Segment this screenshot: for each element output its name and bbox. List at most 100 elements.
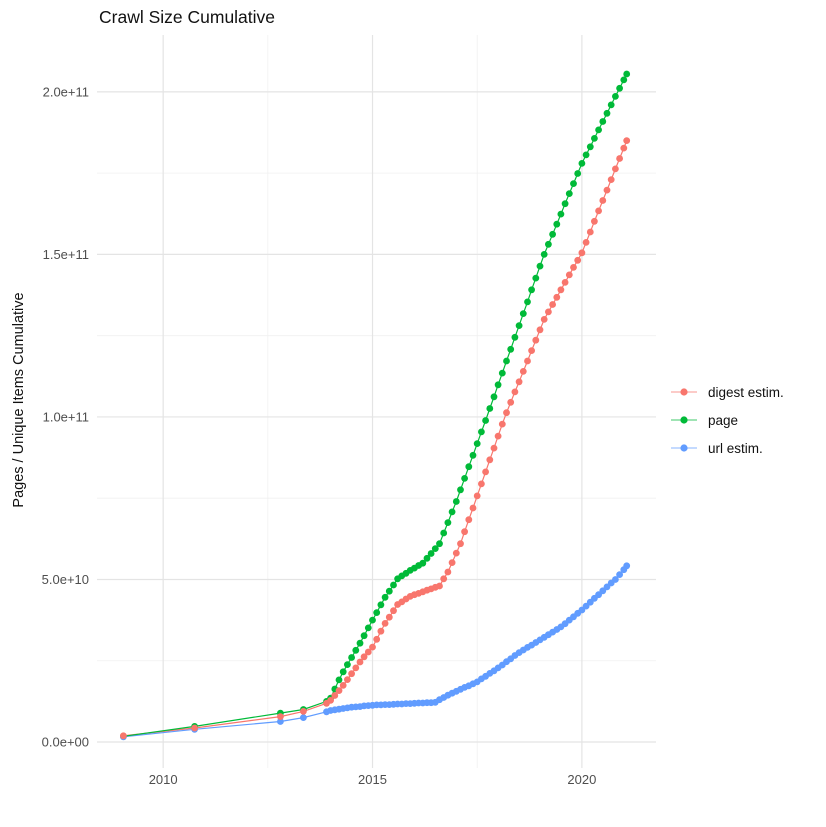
legend-label: page: [708, 412, 739, 428]
data-point-digest-estim-: [339, 682, 347, 689]
data-point-digest-estim-: [620, 144, 628, 152]
data-point-digest-estim-: [612, 165, 619, 173]
data-point-page: [373, 609, 381, 616]
data-point-digest-estim-: [327, 697, 334, 704]
data-point-digest-estim-: [369, 643, 376, 651]
data-point-digest-estim-: [436, 582, 443, 590]
data-point-page: [515, 322, 523, 329]
data-point-page: [574, 170, 582, 177]
data-point-page: [620, 76, 628, 84]
data-point-page: [519, 310, 527, 317]
data-point-digest-estim-: [335, 687, 343, 694]
data-point-page: [419, 559, 427, 567]
legend-key-icon: [671, 416, 697, 424]
y-axis-title: Pages / Unique Items Cumulative: [11, 292, 27, 508]
data-point-page: [335, 676, 343, 684]
legend-key-icon: [671, 444, 697, 452]
data-point-digest-estim-: [603, 186, 611, 194]
data-point-digest-estim-: [570, 264, 577, 271]
x-tick-label: 2015: [358, 772, 387, 787]
data-point-digest-estim-: [469, 504, 477, 512]
data-point-page: [578, 160, 586, 167]
data-point-digest-estim-: [352, 664, 360, 672]
legend-item-url-estim-: url estim.: [669, 440, 784, 456]
data-point-page: [436, 540, 443, 548]
data-point-page: [561, 200, 569, 208]
data-point-digest-estim-: [586, 228, 594, 236]
data-point-digest-estim-: [532, 336, 540, 344]
data-point-digest-estim-: [524, 357, 531, 365]
data-point-digest-estim-: [444, 568, 452, 576]
data-point-digest-estim-: [482, 468, 489, 476]
data-point-page: [486, 405, 494, 412]
data-point-digest-estim-: [457, 540, 464, 548]
data-point-page: [557, 210, 565, 218]
data-point-digest-estim-: [465, 516, 473, 524]
data-point-digest-estim-: [528, 347, 535, 354]
data-point-page: [369, 616, 376, 624]
data-point-digest-estim-: [120, 732, 127, 740]
data-point-page: [348, 654, 355, 661]
data-point-digest-estim-: [599, 197, 607, 204]
data-point-page: [356, 639, 364, 647]
data-point-page: [494, 381, 502, 389]
data-point-digest-estim-: [381, 620, 389, 627]
data-point-page: [448, 508, 456, 516]
data-point-page: [465, 463, 473, 471]
data-point-page: [381, 593, 389, 601]
data-point-page: [390, 581, 397, 589]
data-point-url-estim-: [300, 714, 307, 721]
data-point-digest-estim-: [191, 724, 199, 732]
data-point-page: [482, 417, 489, 424]
data-point-digest-estim-: [448, 559, 456, 566]
legend-label: digest estim.: [708, 384, 784, 400]
data-point-page: [385, 587, 393, 595]
data-point-digest-estim-: [390, 607, 397, 615]
data-point-digest-estim-: [511, 388, 519, 396]
data-point-digest-estim-: [331, 692, 339, 699]
data-point-url-estim-: [616, 571, 623, 578]
data-point-page: [595, 126, 602, 134]
data-point-digest-estim-: [360, 653, 368, 661]
data-point-page: [360, 632, 368, 640]
data-point-digest-estim-: [440, 575, 448, 583]
data-point-page: [377, 601, 385, 609]
data-point-page: [440, 529, 448, 537]
data-point-digest-estim-: [494, 432, 502, 440]
data-point-digest-estim-: [385, 613, 393, 621]
data-point-page: [565, 190, 573, 198]
data-point-page: [582, 151, 590, 159]
data-point-page: [545, 240, 552, 248]
data-point-page: [553, 220, 561, 228]
legend-label: url estim.: [708, 440, 763, 456]
data-point-page: [528, 286, 535, 294]
data-point-digest-estim-: [553, 293, 561, 301]
y-tick-label: 1.5e+11: [43, 247, 89, 262]
data-point-digest-estim-: [519, 368, 527, 375]
data-point-digest-estim-: [356, 658, 364, 666]
data-point-page: [473, 440, 481, 447]
y-tick-label: 1.0e+11: [43, 409, 89, 424]
data-point-digest-estim-: [373, 635, 381, 643]
data-point-page: [490, 393, 498, 401]
data-point-digest-estim-: [486, 456, 494, 464]
data-point-page: [536, 262, 544, 270]
data-point-page: [364, 624, 372, 632]
data-point-digest-estim-: [565, 271, 573, 279]
data-point-page: [623, 70, 631, 78]
legend: digest estim. page url estim.: [669, 384, 784, 456]
data-point-digest-estim-: [498, 420, 506, 428]
data-point-page: [540, 251, 548, 258]
x-tick-label: 2010: [149, 772, 178, 787]
data-point-page: [427, 550, 435, 557]
data-point-digest-estim-: [545, 308, 552, 316]
data-point-digest-estim-: [574, 256, 582, 264]
data-point-digest-estim-: [536, 326, 544, 334]
data-point-digest-estim-: [478, 480, 485, 488]
data-point-digest-estim-: [607, 176, 615, 184]
x-tick-label: 2020: [567, 772, 596, 787]
data-point-page: [339, 668, 347, 676]
data-point-digest-estim-: [507, 398, 515, 406]
legend-key-dot: [680, 444, 688, 452]
legend-key-icon: [671, 388, 697, 396]
